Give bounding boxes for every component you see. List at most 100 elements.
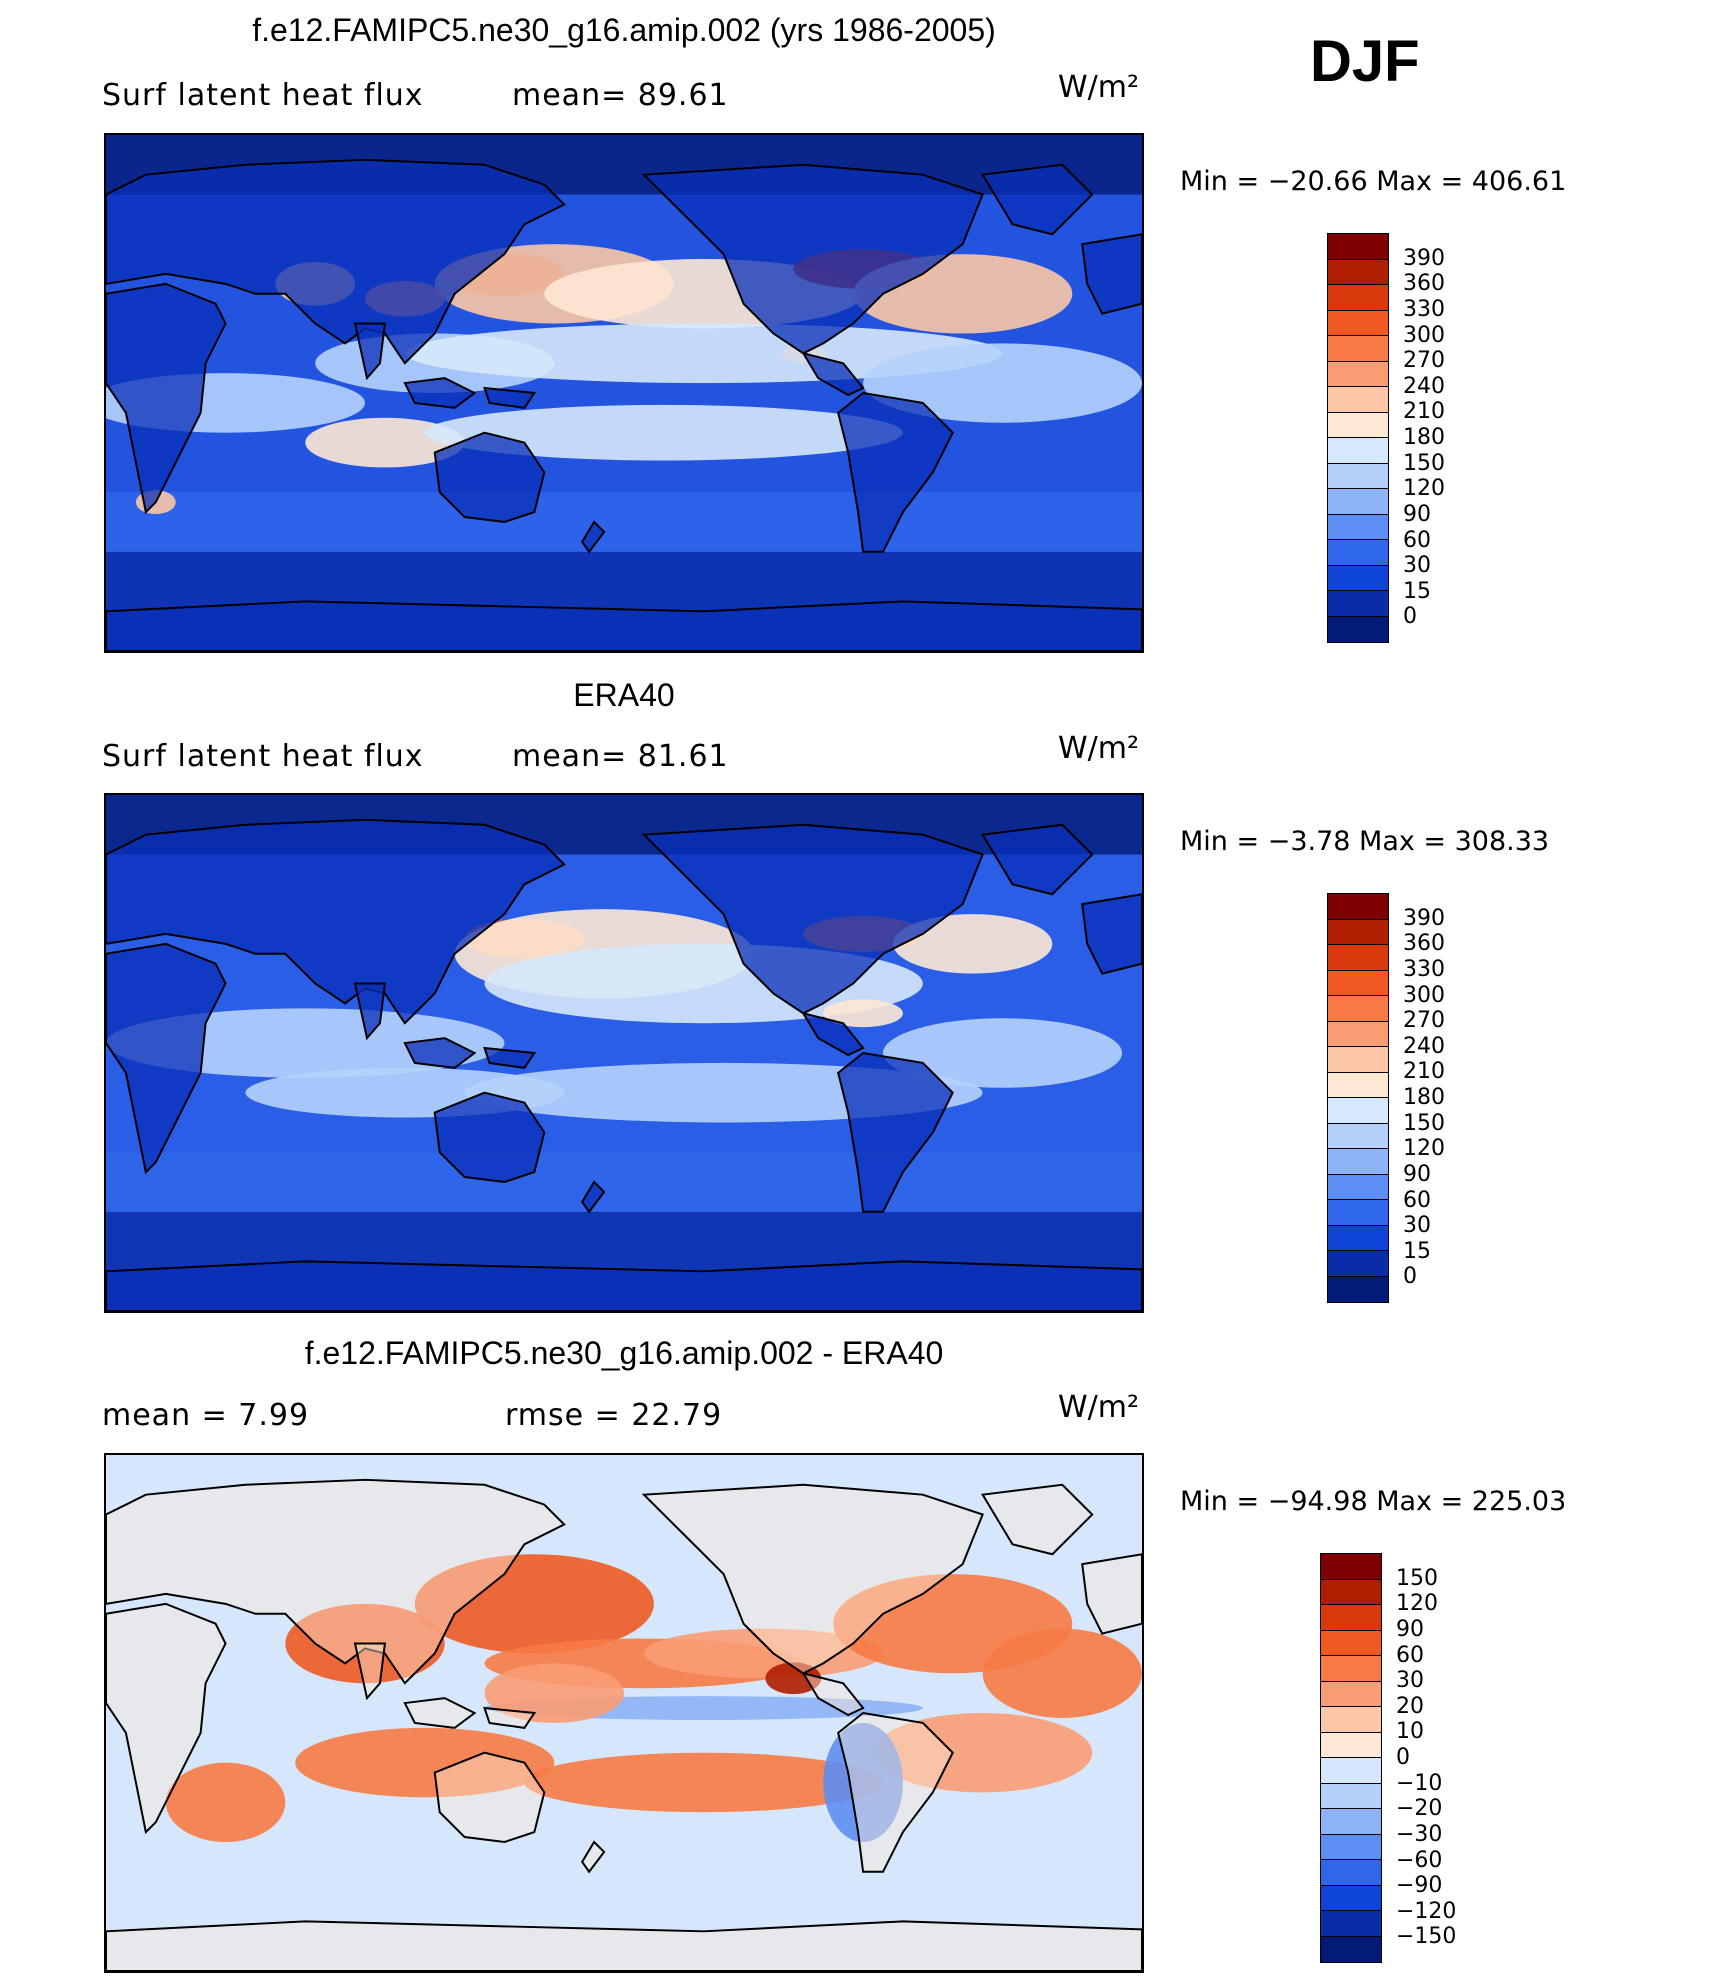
panel-3-title: f.e12.FAMIPC5.ne30_g16.amip.002 - ERA40: [304, 1335, 944, 1371]
continent-outline: [106, 1260, 1142, 1311]
panel-3-left-label: mean = 7.99: [102, 1398, 310, 1433]
map-field-contour: [484, 1663, 624, 1723]
map-field-contour: [883, 1018, 1123, 1088]
colorbar-swatch: [1328, 1021, 1388, 1047]
panel-3-colorbar-ticks: 150 120 90 60 30 20 10 0 −10 −20 −30 −60 −90 −120 −150: [1396, 1553, 1536, 1963]
colorbar-swatch: [1328, 919, 1388, 945]
map-band: [106, 1152, 1142, 1212]
panel-1-title: f.e12.FAMIPC5.ne30_g16.amip.002 (yrs 198…: [252, 12, 996, 48]
colorbar-tick-label: 90: [1403, 501, 1431, 527]
colorbar-tick-label: 300: [1403, 982, 1445, 1008]
continent-outline: [106, 282, 227, 515]
colorbar-swatch: [1328, 1225, 1388, 1251]
colorbar-swatch: [1328, 1047, 1388, 1073]
colorbar-tick-label: 120: [1403, 1136, 1445, 1162]
colorbar-swatch: [1328, 894, 1388, 920]
continent-outline: [483, 1706, 537, 1729]
colorbar-swatch: [1321, 1783, 1381, 1809]
panel-2-colorbar-ticks: 390 360 330 300 270 240 210 180 150 120 90 60 30 15 0: [1403, 893, 1523, 1303]
panel-1-left-label: Surf latent heat flux: [102, 78, 424, 113]
map-field-contour: [982, 1628, 1142, 1718]
colorbar-tick-label: 30: [1403, 553, 1431, 579]
map-field-contour: [823, 999, 903, 1028]
colorbar-swatch: [1321, 1656, 1381, 1682]
map-field-contour: [892, 914, 1053, 974]
panel-1-min-max: Min = −20.66 Max = 406.61: [1180, 166, 1567, 197]
map-band: [106, 492, 1142, 552]
map-field-contour: [305, 417, 465, 468]
colorbar-swatch: [1328, 1174, 1388, 1200]
colorbar-swatch: [1328, 1276, 1388, 1302]
colorbar-swatch: [1321, 1630, 1381, 1656]
continent-outline: [403, 1697, 477, 1729]
colorbar-tick-label: 30: [1396, 1668, 1424, 1694]
colorbar-tick-label: −10: [1396, 1770, 1443, 1796]
continent-outline: [580, 520, 606, 554]
continent-outline: [433, 431, 546, 524]
continent-outline: [433, 1091, 546, 1184]
panel-2-map: [104, 793, 1144, 1313]
continent-outline: [483, 1046, 537, 1069]
map-field-contour: [414, 1554, 654, 1654]
colorbar-swatch: [1328, 387, 1388, 413]
continent-outline: [106, 158, 566, 365]
map-field-contour: [643, 1628, 883, 1679]
colorbar-swatch: [1321, 1707, 1381, 1733]
colorbar-tick-label: 90: [1403, 1161, 1431, 1187]
colorbar-tick-label: 15: [1403, 578, 1431, 604]
continent-outline: [580, 1840, 606, 1874]
panel-2-colorbar: [1327, 893, 1389, 1303]
colorbar-swatch: [1328, 1251, 1388, 1277]
continent-outline: [403, 377, 477, 409]
colorbar-tick-label: 150: [1403, 1110, 1445, 1136]
colorbar-swatch: [1321, 1936, 1381, 1962]
continent-outline: [106, 942, 227, 1175]
colorbar-tick-label: 210: [1403, 1059, 1445, 1085]
panel-1-map: [104, 133, 1144, 653]
colorbar-swatch: [1328, 463, 1388, 489]
panel-2-left-label: Surf latent heat flux: [102, 739, 424, 774]
continent-outline: [353, 322, 387, 381]
colorbar-swatch: [1328, 234, 1388, 260]
colorbar-swatch: [1321, 1911, 1381, 1937]
panel-2-center-label: mean= 81.61: [512, 739, 729, 774]
colorbar-swatch: [1328, 514, 1388, 540]
continent-outline: [641, 1483, 984, 1675]
colorbar-tick-label: −150: [1396, 1924, 1457, 1950]
panel-2-min-max: Min = −3.78 Max = 308.33: [1180, 826, 1550, 857]
colorbar-tick-label: 60: [1403, 527, 1431, 553]
colorbar-tick-label: 270: [1403, 1008, 1445, 1034]
colorbar-swatch: [1321, 1554, 1381, 1580]
colorbar-tick-label: 10: [1396, 1719, 1424, 1745]
map-field-contour: [165, 1762, 286, 1842]
colorbar-tick-label: 0: [1403, 604, 1417, 630]
colorbar-tick-label: 15: [1403, 1238, 1431, 1264]
colorbar-swatch: [1321, 1809, 1381, 1835]
panel-3-map: [104, 1453, 1144, 1973]
continent-outline: [353, 1642, 387, 1701]
colorbar-tick-label: 360: [1403, 931, 1445, 957]
continent-outline: [106, 1478, 566, 1685]
continent-outline: [1081, 893, 1142, 975]
panel-1-colorbar-ticks: 390 360 330 300 270 240 210 180 150 120 90 60 30 15 0: [1403, 233, 1523, 643]
continent-outline: [1081, 233, 1142, 315]
panel-2-map-svg: [106, 795, 1142, 1311]
colorbar-tick-label: 120: [1396, 1591, 1438, 1617]
colorbar-swatch: [1328, 616, 1388, 642]
continent-outline: [980, 163, 1094, 236]
continent-outline: [433, 1751, 546, 1844]
colorbar-tick-label: 60: [1403, 1187, 1431, 1213]
continent-outline: [980, 1483, 1094, 1556]
map-field-contour: [404, 323, 1003, 384]
colorbar-tick-label: 270: [1403, 348, 1445, 374]
colorbar-swatch: [1321, 1681, 1381, 1707]
continent-outline: [837, 1711, 954, 1873]
panel-3-map-svg: [106, 1455, 1142, 1971]
colorbar-tick-label: 360: [1403, 271, 1445, 297]
colorbar-tick-label: 390: [1403, 245, 1445, 271]
colorbar-swatch: [1328, 336, 1388, 362]
colorbar-tick-label: −90: [1396, 1873, 1443, 1899]
panel-2-units: W/m²: [1058, 731, 1140, 766]
panel-1-colorbar: [1327, 233, 1389, 643]
colorbar-swatch: [1328, 1200, 1388, 1226]
